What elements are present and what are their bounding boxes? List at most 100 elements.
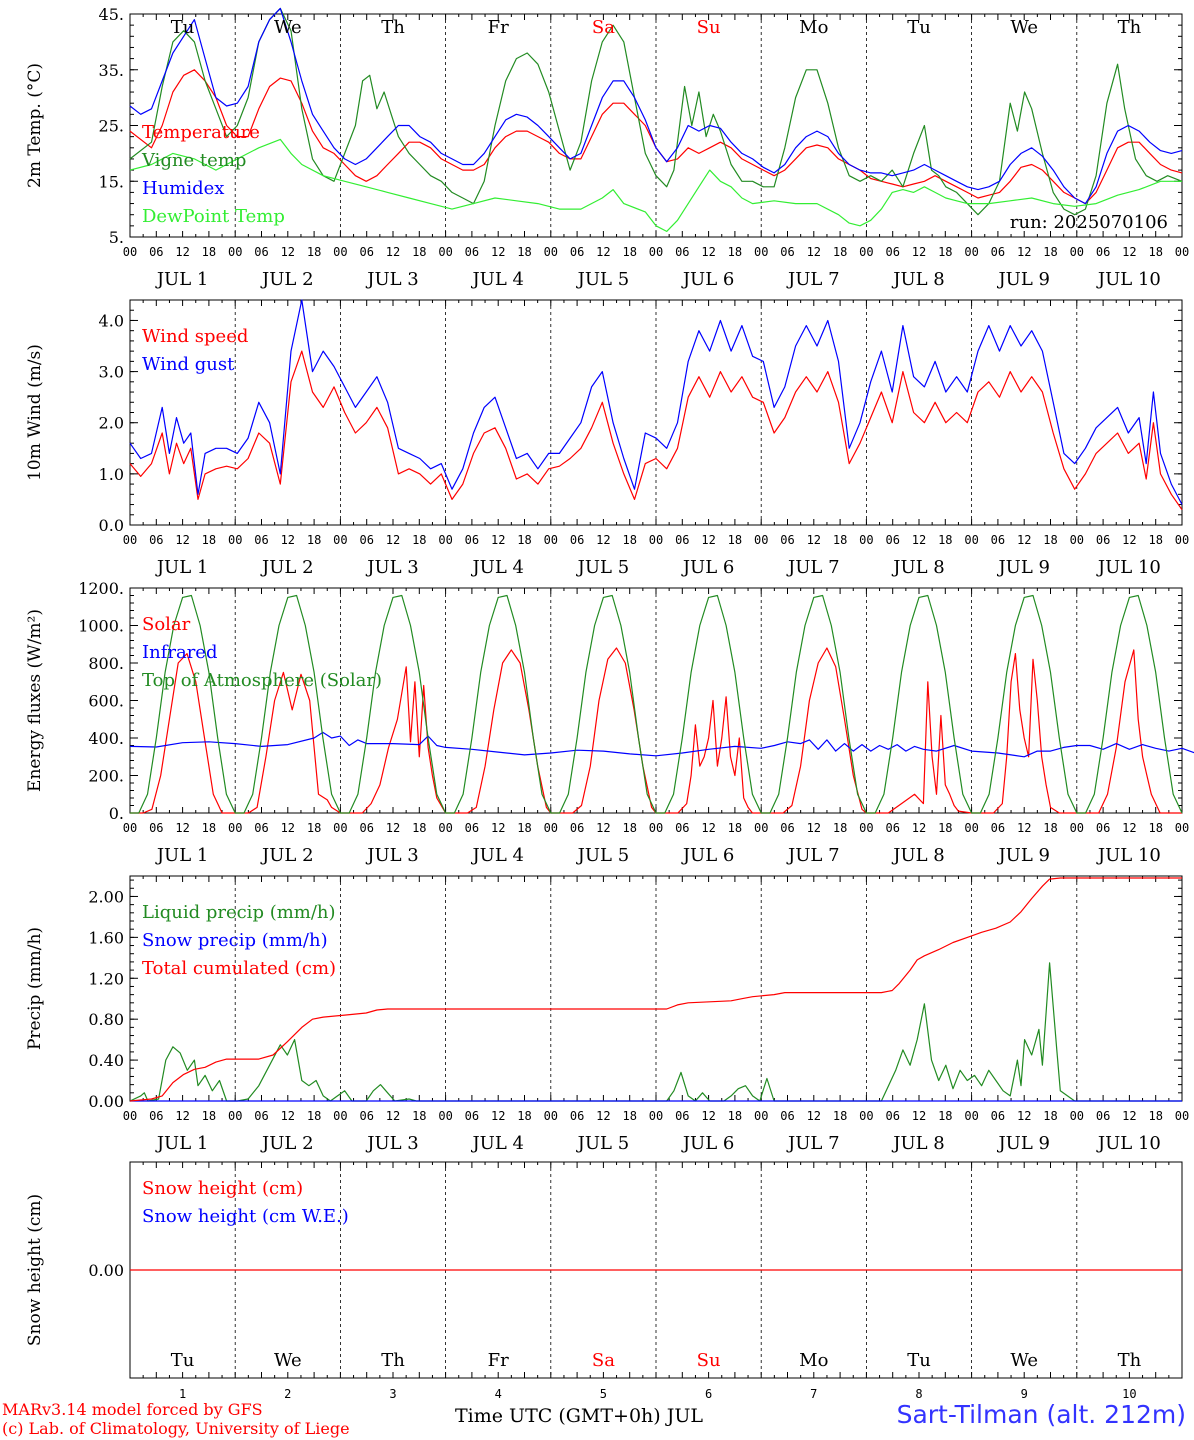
hour-tick-label: 18 <box>1043 1109 1057 1123</box>
date-label: JUL 3 <box>365 1133 419 1154</box>
hour-tick-label: 06 <box>570 1109 584 1123</box>
date-label: JUL 9 <box>996 557 1050 578</box>
hour-tick-label: 06 <box>885 533 899 547</box>
hour-tick-label: 00 <box>754 1109 768 1123</box>
hour-tick-label: 06 <box>991 1109 1005 1123</box>
hour-tick-label: 06 <box>991 821 1005 835</box>
hour-tick-label: 00 <box>1070 245 1084 259</box>
hour-tick-label: 12 <box>175 533 189 547</box>
day-number-label: 9 <box>1021 1387 1028 1401</box>
hour-tick-label: 12 <box>596 533 610 547</box>
hour-tick-label: 00 <box>964 821 978 835</box>
y-tick-label: 45. <box>99 5 124 24</box>
hour-tick-label: 06 <box>254 821 268 835</box>
date-label: JUL 8 <box>891 1133 945 1154</box>
y-tick-label: 400. <box>88 729 124 748</box>
hour-tick-label: 18 <box>1148 821 1162 835</box>
hour-tick-label: 06 <box>675 821 689 835</box>
date-label: JUL 3 <box>365 269 419 290</box>
date-label: JUL 4 <box>470 269 524 290</box>
y-tick-label: 0. <box>109 804 124 823</box>
y-tick-label: 0.0 <box>99 516 124 535</box>
y-tick-label: 1.20 <box>88 969 124 988</box>
date-label: JUL 5 <box>576 1133 630 1154</box>
y-tick-label: 2.00 <box>88 887 124 906</box>
hour-tick-label: 18 <box>728 821 742 835</box>
hour-tick-label: 00 <box>964 245 978 259</box>
hour-tick-label: 18 <box>728 533 742 547</box>
hour-tick-label: 18 <box>833 245 847 259</box>
legend-entry: Total cumulated (cm) <box>142 958 336 979</box>
hour-tick-label: 00 <box>123 1109 137 1123</box>
hour-tick-label: 12 <box>175 1109 189 1123</box>
hour-tick-label: 06 <box>675 245 689 259</box>
day-number-label: 2 <box>284 1387 291 1401</box>
weekday-label: Su <box>697 1350 721 1371</box>
y-tick-label: 0.00 <box>88 1092 124 1111</box>
hour-tick-label: 12 <box>491 245 505 259</box>
hour-tick-label: 12 <box>281 821 295 835</box>
hour-tick-label: 06 <box>780 533 794 547</box>
hour-tick-label: 18 <box>938 821 952 835</box>
series-line <box>129 731 1194 758</box>
hour-tick-label: 18 <box>202 245 216 259</box>
legend-entry: Snow height (cm) <box>142 1178 303 1199</box>
hour-tick-label: 06 <box>359 245 373 259</box>
hour-tick-label: 06 <box>149 245 163 259</box>
hour-tick-label: 06 <box>359 533 373 547</box>
hour-tick-label: 12 <box>1122 1109 1136 1123</box>
weekday-label: Tu <box>907 1350 931 1371</box>
hour-tick-label: 06 <box>465 533 479 547</box>
hour-tick-label: 00 <box>228 245 242 259</box>
hour-tick-label: 12 <box>491 1109 505 1123</box>
date-label: JUL 9 <box>996 845 1050 866</box>
date-label: JUL 10 <box>1096 269 1161 290</box>
hour-tick-label: 12 <box>281 245 295 259</box>
hour-tick-label: 00 <box>649 245 663 259</box>
panel-frame <box>129 13 1183 238</box>
hour-tick-label: 00 <box>123 533 137 547</box>
hour-tick-label: 18 <box>1148 533 1162 547</box>
legend-entry: Vigne temp <box>141 150 246 171</box>
hour-tick-label: 12 <box>701 821 715 835</box>
series-line <box>129 962 1182 1102</box>
hour-tick-label: 00 <box>859 245 873 259</box>
y-tick-label: 600. <box>88 692 124 711</box>
hour-tick-label: 00 <box>544 245 558 259</box>
series-line <box>129 350 1183 511</box>
hour-tick-label: 06 <box>149 533 163 547</box>
weekday-label: Tu <box>171 1350 195 1371</box>
hour-tick-label: 06 <box>1096 245 1110 259</box>
hour-tick-label: 18 <box>833 821 847 835</box>
hour-tick-label: 06 <box>1096 1109 1110 1123</box>
hour-tick-label: 00 <box>859 1109 873 1123</box>
weekday-label: We <box>274 17 302 38</box>
hour-tick-label: 18 <box>1148 1109 1162 1123</box>
legend-entry: Solar <box>142 614 191 635</box>
day-number-label: 10 <box>1122 1387 1136 1401</box>
date-label: JUL 6 <box>681 845 735 866</box>
hour-tick-label: 00 <box>333 533 347 547</box>
hour-tick-label: 18 <box>307 821 321 835</box>
date-label: JUL 10 <box>1096 557 1161 578</box>
hour-tick-label: 12 <box>807 821 821 835</box>
date-label: JUL 8 <box>891 269 945 290</box>
date-label: JUL 4 <box>470 1133 524 1154</box>
day-number-label: 3 <box>389 1387 396 1401</box>
hour-tick-label: 18 <box>622 1109 636 1123</box>
hour-tick-label: 06 <box>675 1109 689 1123</box>
date-label: JUL 7 <box>786 1133 840 1154</box>
weekday-label: Mo <box>799 17 828 38</box>
hour-tick-label: 00 <box>1175 821 1189 835</box>
hour-tick-label: 12 <box>386 533 400 547</box>
hour-tick-label: 00 <box>123 821 137 835</box>
date-label: JUL 2 <box>260 845 314 866</box>
hour-tick-label: 12 <box>912 821 926 835</box>
hour-tick-label: 18 <box>202 533 216 547</box>
date-label: JUL 7 <box>786 845 840 866</box>
hour-tick-label: 06 <box>254 245 268 259</box>
hour-tick-label: 00 <box>544 1109 558 1123</box>
hour-tick-label: 12 <box>1017 1109 1031 1123</box>
hour-tick-label: 12 <box>1122 245 1136 259</box>
date-label: JUL 2 <box>260 1133 314 1154</box>
